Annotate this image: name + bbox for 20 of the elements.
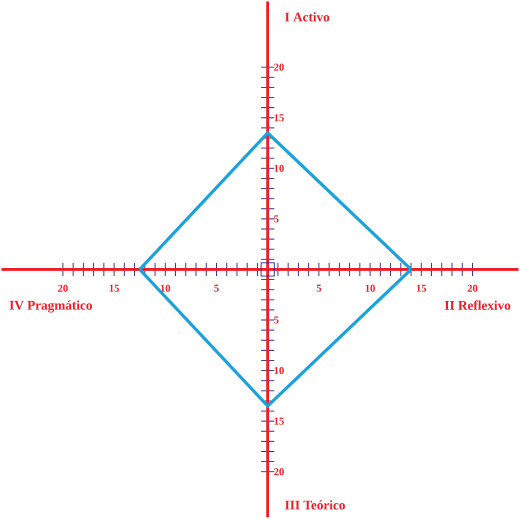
x-tick-label: 10 [366, 284, 375, 292]
y-tick-label: 10 [274, 367, 284, 374]
x-tick-label: 5 [214, 284, 219, 292]
y-tick-label: 5 [274, 216, 279, 223]
annotation: III Teórico [285, 500, 345, 510]
y-tick-label: 10 [274, 164, 284, 172]
x-tick-label: 15 [416, 284, 426, 292]
y-tick-label: 20 [274, 64, 284, 71]
x-tick-label: 20 [58, 284, 68, 292]
y-tick-label: 20 [274, 468, 284, 476]
x-tick-label: 10 [160, 284, 170, 292]
y-tick-label: 15 [274, 418, 284, 425]
y-tick-label: 5 [274, 316, 279, 324]
y-tick-label: 15 [274, 114, 284, 122]
annotation: IV Pragmático [10, 300, 92, 313]
x-tick-label: 15 [110, 284, 119, 292]
x-tick-label: 5 [316, 284, 322, 292]
annotation: I Activo [285, 12, 330, 22]
annotation: II Reflexivo [444, 300, 510, 310]
x-tick-label: 20 [468, 284, 478, 292]
